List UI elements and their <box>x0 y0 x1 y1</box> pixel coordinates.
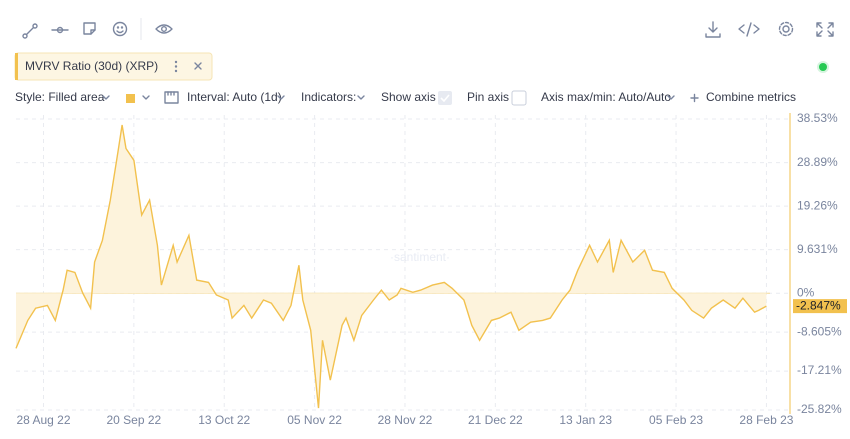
line-tool[interactable] <box>22 23 38 39</box>
interval-setting[interactable]: Interval: Auto (1d) <box>187 90 282 104</box>
metric-chip-accent <box>15 53 18 80</box>
y-tick-label: -17.21% <box>797 363 842 377</box>
value-badge <box>793 299 847 314</box>
toolbar <box>22 18 834 40</box>
chevron <box>667 95 675 100</box>
metric-name: MVRV Ratio (30d) (XRP) <box>25 59 158 73</box>
emoji-tool[interactable] <box>112 21 128 37</box>
indicators-setting[interactable]: Indicators: <box>301 90 356 104</box>
watermark: ·santiment· <box>390 250 450 264</box>
interval-icon <box>164 91 179 104</box>
y-tick-label: 9.631% <box>797 242 838 256</box>
color-swatch[interactable] <box>126 94 135 103</box>
show-axis-checkbox[interactable] <box>438 91 452 105</box>
x-tick-label: 28 Aug 22 <box>16 413 70 427</box>
y-tick-label: -25.82% <box>797 402 842 416</box>
pin-axis-checkbox[interactable] <box>511 90 527 106</box>
x-tick-label: 05 Nov 22 <box>287 413 342 427</box>
checkmark <box>440 94 450 103</box>
chevron <box>357 95 365 100</box>
metric-menu[interactable] <box>174 60 178 73</box>
show-axis-label: Show axis <box>381 90 436 104</box>
note-tool[interactable] <box>83 22 96 35</box>
y-tick-label: 0% <box>797 285 815 299</box>
view-tool[interactable] <box>155 24 173 34</box>
x-tick-label: 13 Jan 23 <box>559 413 612 427</box>
metric-remove[interactable] <box>194 62 202 70</box>
y-tick-label: 28.89% <box>797 155 838 169</box>
x-tick-label: 28 Nov 22 <box>378 413 433 427</box>
plot: 38.53% 28.89% 19.26% 9.631% 0% -8.605% -17.21%… <box>15 111 847 427</box>
segment-tool[interactable] <box>51 26 69 34</box>
x-tick-label: 20 Sep 22 <box>107 413 162 427</box>
status-dot <box>819 63 827 71</box>
x-tick-label: 21 Dec 22 <box>468 413 523 427</box>
chevron <box>102 95 110 100</box>
plus-icon <box>690 93 699 103</box>
combine-metrics[interactable]: Combine metrics <box>706 90 796 104</box>
area-line <box>15 124 767 409</box>
fullscreen[interactable] <box>816 22 834 37</box>
download[interactable] <box>705 21 721 38</box>
pin-axis-label: Pin axis <box>467 90 509 104</box>
chevron <box>142 95 150 100</box>
y-tick-label: 38.53% <box>797 111 838 125</box>
embed[interactable] <box>738 22 760 37</box>
chevron <box>277 95 285 100</box>
style-setting[interactable]: Style: Filled area <box>15 90 105 104</box>
value-badge-label: -2.847% <box>796 298 841 312</box>
y-tick-label: 19.26% <box>797 198 838 212</box>
x-tick-label: 28 Feb 23 <box>739 413 793 427</box>
settings[interactable] <box>778 21 794 37</box>
x-tick-label: 13 Oct 22 <box>198 413 250 427</box>
y-tick-label: -8.605% <box>797 324 842 338</box>
area-fill <box>16 125 767 409</box>
x-tick-label: 05 Feb 23 <box>649 413 703 427</box>
axis-minmax-setting[interactable]: Axis max/min: Auto/Auto <box>541 90 671 104</box>
